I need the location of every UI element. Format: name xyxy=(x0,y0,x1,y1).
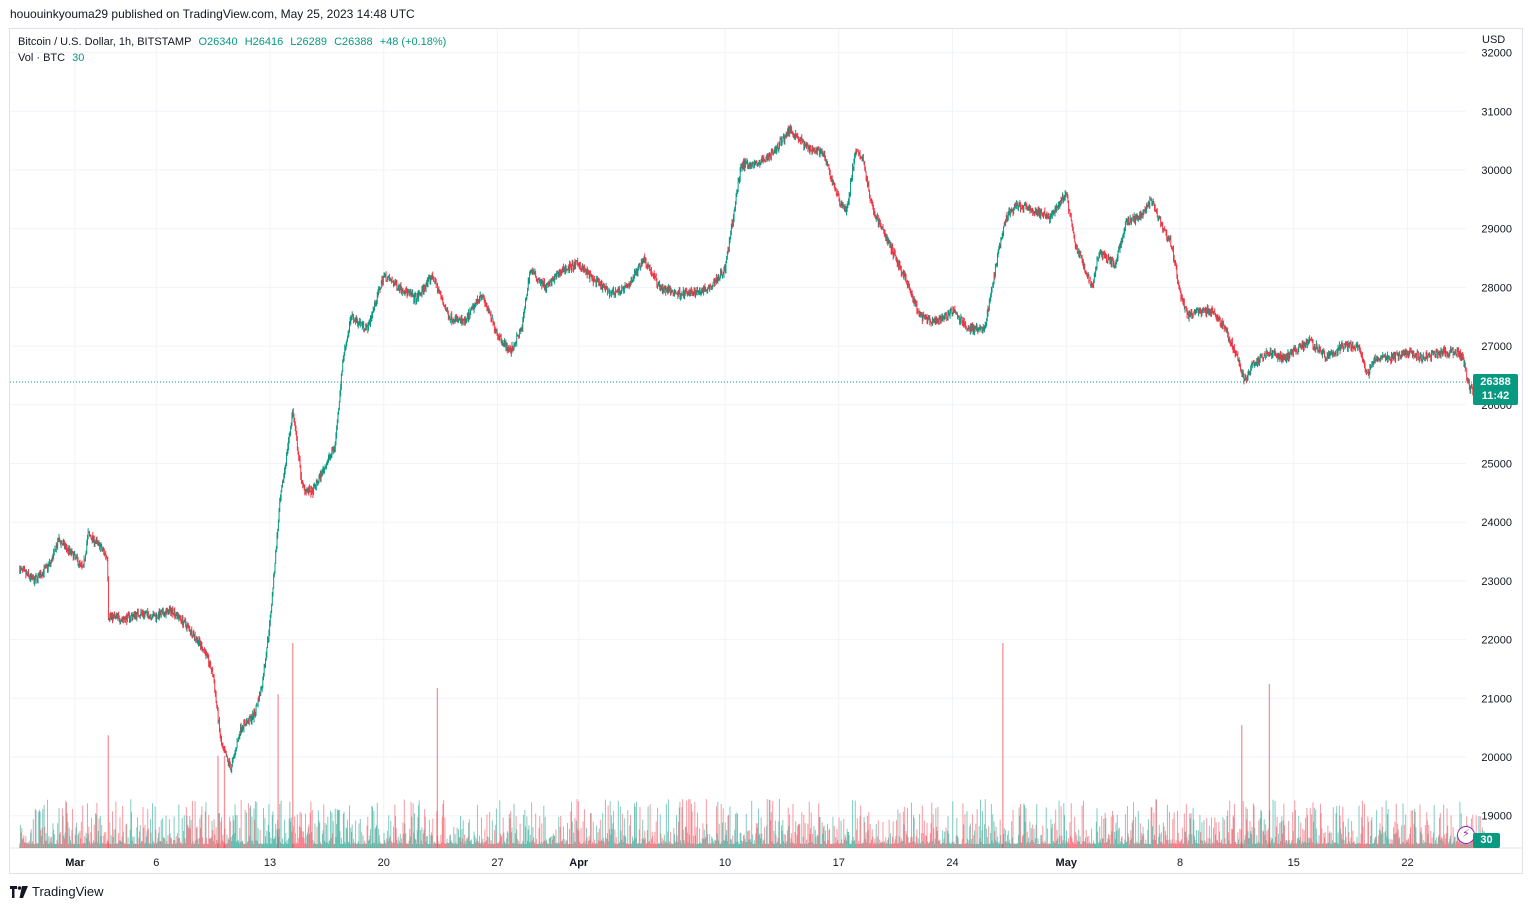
ohlc-close: C26388 xyxy=(334,36,373,48)
volume-indicator-value: 30 xyxy=(72,52,85,64)
ohlc-low: L26289 xyxy=(290,36,328,48)
time-tick-label: 13 xyxy=(264,857,276,869)
time-tick-label: 6 xyxy=(153,857,159,869)
tradingview-logo-icon xyxy=(10,885,28,898)
time-tick-label: 15 xyxy=(1288,857,1300,869)
brand-name: TradingView xyxy=(32,884,104,899)
time-tick-label: Apr xyxy=(569,857,589,869)
price-tick-label: 19000 xyxy=(1481,811,1512,823)
lightning-icon[interactable]: ⚡ xyxy=(1457,826,1475,844)
chart-legend: Bitcoin / U.S. Dollar, 1h, BITSTAMP O263… xyxy=(18,34,450,66)
price-tick-label: 25000 xyxy=(1481,459,1512,471)
price-tick-label: 31000 xyxy=(1481,106,1512,118)
candlesticks xyxy=(19,124,1486,774)
volume-indicator-label[interactable]: Vol · BTC xyxy=(18,52,66,64)
time-axis-labels: Mar 6 13 20 27 Apr 10 17 24 May 8 15 22 xyxy=(65,857,1413,869)
grid-lines xyxy=(10,29,1522,849)
ohlc-open: O26340 xyxy=(198,36,238,48)
publish-info: hououinkyouma29 published on TradingView… xyxy=(10,7,415,21)
current-volume-tag: 30 xyxy=(1473,833,1500,848)
price-axis-labels: 3200031000300002900028000270002600025000… xyxy=(1481,48,1512,823)
symbol-title[interactable]: Bitcoin / U.S. Dollar, 1h, BITSTAMP xyxy=(18,36,192,48)
current-price-tag: 26388 11:42 xyxy=(1473,374,1518,405)
time-tick-label: 17 xyxy=(833,857,845,869)
time-tick-label: 27 xyxy=(491,857,503,869)
bar-countdown: 11:42 xyxy=(1481,390,1510,402)
time-tick-label: Mar xyxy=(65,857,85,869)
time-tick-label: 22 xyxy=(1401,857,1413,869)
footer-brand: TradingView xyxy=(10,884,104,899)
current-price-value: 26388 xyxy=(1480,376,1511,388)
time-tick-label: 20 xyxy=(378,857,390,869)
price-tick-label: 28000 xyxy=(1481,282,1512,294)
ohlc-change: +48 (+0.18%) xyxy=(379,36,447,48)
volume-bars xyxy=(19,643,1486,848)
price-tick-label: 30000 xyxy=(1481,165,1512,177)
price-tick-label: 29000 xyxy=(1481,224,1512,236)
price-tick-label: 27000 xyxy=(1481,341,1512,353)
time-tick-label: 24 xyxy=(946,857,958,869)
price-tick-label: 22000 xyxy=(1481,635,1512,647)
chart-frame xyxy=(9,28,1523,874)
ohlc-high: H26416 xyxy=(244,36,284,48)
time-tick-label: 10 xyxy=(719,857,731,869)
price-tick-label: 32000 xyxy=(1481,48,1512,60)
currency-label[interactable]: USD xyxy=(1482,34,1506,46)
price-tick-label: 24000 xyxy=(1481,517,1512,529)
price-tick-label: 23000 xyxy=(1481,576,1512,588)
time-tick-label: 8 xyxy=(1177,857,1183,869)
price-tick-label: 20000 xyxy=(1481,752,1512,764)
price-tick-label: 21000 xyxy=(1481,693,1512,705)
time-tick-label: May xyxy=(1056,857,1078,869)
